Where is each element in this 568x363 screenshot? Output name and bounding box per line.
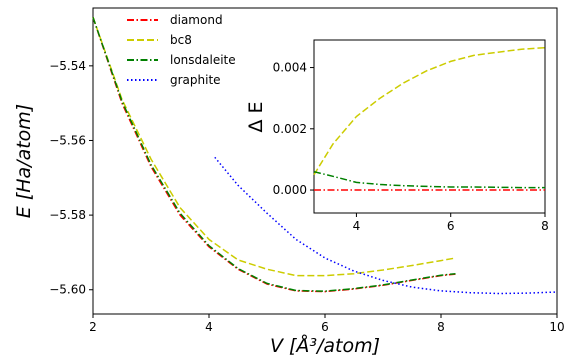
inset-plot-frame [313,39,546,214]
main-series-lonsdaleite [92,17,456,292]
inset-series-lonsdaleite [313,170,545,189]
legend-label-graphite: graphite [170,73,221,87]
main-series-group [92,17,558,295]
inset-axes: 4 6 8 0.000 0.002 0.004 Δ E [245,39,549,233]
main-series-bc8 [92,17,456,277]
inset-y-tick-label: 0.002 [273,122,307,136]
inset-series-group [313,46,546,191]
main-y-tick-label: −5.54 [49,59,86,73]
inset-y-tick-label: 0.000 [273,183,307,197]
inset-x-ticks: 4 6 8 [353,213,549,233]
main-x-ticks: 2 4 6 8 10 [89,314,565,334]
inset-y-tick-label: 0.004 [273,61,307,75]
legend-label-diamond: diamond [170,13,223,27]
inset-x-tick-label: 6 [447,219,455,233]
inset-x-tick-label: 8 [541,219,549,233]
main-x-tick-label: 2 [89,320,97,334]
inset-series-bc8 [313,46,546,176]
legend-label-bc8: bc8 [170,33,192,47]
legend: diamond bc8 lonsdaleite graphite [127,13,236,87]
main-x-axis-label: V [Å³/atom] [270,334,380,357]
inset-y-axis-label: Δ E [245,101,267,132]
main-x-tick-label: 4 [205,320,213,334]
main-y-tick-label: −5.56 [49,133,86,147]
inset-x-tick-label: 4 [353,219,361,233]
main-axes: 2 4 6 8 10 −5.54−5.56−5.58−5.60 V [Å³/atom] … [13,7,565,357]
main-y-axis-label: E [Ha/atom] [13,104,35,218]
main-x-tick-label: 6 [321,320,329,334]
main-series-graphite [214,156,558,295]
main-y-tick-label: −5.60 [49,283,86,297]
main-y-tick-label: −5.58 [49,208,86,222]
main-x-tick-label: 10 [549,320,564,334]
legend-label-lonsdaleite: lonsdaleite [170,53,236,67]
main-x-tick-label: 8 [437,320,445,334]
main-y-ticks: −5.54 −5.56 −5.58 −5.60 [49,59,93,297]
inset-y-ticks: 0.000 0.002 0.004 [273,61,314,197]
